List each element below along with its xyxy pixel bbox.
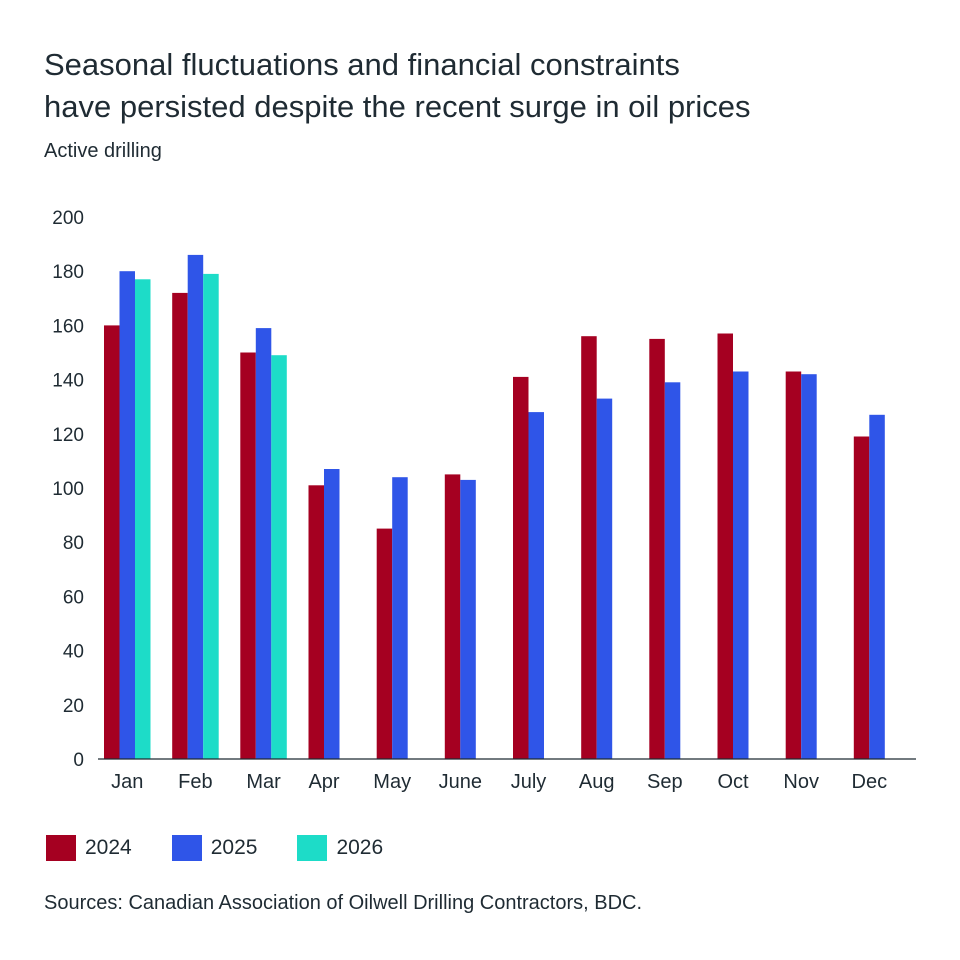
y-tick-label: 60 xyxy=(63,587,84,608)
y-tick-label: 140 xyxy=(52,371,84,392)
x-tick-label: Jan xyxy=(111,771,143,793)
bar-2025-feb xyxy=(187,254,204,759)
bar-2025-apr xyxy=(324,469,340,759)
bar-2025-aug xyxy=(596,398,613,759)
y-tick-label: 100 xyxy=(52,479,84,500)
bar-2024-sep xyxy=(649,338,665,759)
bar-2024-apr xyxy=(308,485,324,759)
bar-2024-oct xyxy=(717,333,733,759)
bar-2024-aug xyxy=(581,336,597,759)
legend-swatch xyxy=(297,835,328,861)
legend-item-2026: 2026 xyxy=(297,835,383,861)
bars xyxy=(104,254,885,759)
source-note: Sources: Canadian Association of Oilwell… xyxy=(44,892,643,914)
chart-title-line-2: have persisted despite the recent surge … xyxy=(44,89,751,124)
legend-label: 2026 xyxy=(336,836,384,859)
bar-2025-nov xyxy=(801,374,817,759)
bar-2025-sep xyxy=(664,382,681,759)
bar-2024-jan xyxy=(104,325,120,759)
bar-2025-may xyxy=(392,477,408,759)
x-tick-label: Sep xyxy=(647,771,683,793)
bar-2025-july xyxy=(528,412,544,759)
legend-swatch xyxy=(46,835,76,861)
y-tick-label: 120 xyxy=(52,425,84,446)
y-tick-label: 180 xyxy=(52,262,84,283)
legend-swatch xyxy=(171,835,202,861)
y-tick-label: 200 xyxy=(52,208,84,229)
x-tick-label: Nov xyxy=(783,771,819,793)
y-axis: 0 20 40 60 80 100 120 140 160 180 200 xyxy=(52,208,84,771)
x-tick-label: Feb xyxy=(178,771,212,793)
legend-label: 2024 xyxy=(85,836,132,859)
bar-2025-june xyxy=(460,479,476,759)
bar-2026-jan xyxy=(135,279,151,759)
x-tick-label: May xyxy=(373,771,411,793)
bar-2026-mar xyxy=(271,355,287,759)
y-tick-label: 160 xyxy=(52,316,84,337)
x-axis: Jan Feb Mar Apr May June July Aug Sep Oct Nov Dec xyxy=(111,771,887,793)
legend-label: 2025 xyxy=(210,836,258,859)
legend-item-2025: 2025 xyxy=(171,835,258,861)
chart-subtitle: Active drilling xyxy=(44,140,162,162)
bar-2024-mar xyxy=(240,352,256,759)
bar-2024-feb xyxy=(172,292,188,759)
x-tick-label: Mar xyxy=(246,771,281,793)
x-tick-label: Dec xyxy=(852,771,888,793)
bar-2024-july xyxy=(513,376,529,759)
bar-2024-dec xyxy=(853,436,870,759)
legend: 2024 2025 2026 xyxy=(46,835,423,861)
bar-2025-dec xyxy=(869,414,885,759)
bar-2026-feb xyxy=(203,273,219,759)
legend-item-2024: 2024 xyxy=(46,835,132,861)
y-tick-label: 0 xyxy=(73,750,84,771)
bar-2025-mar xyxy=(255,328,272,759)
x-tick-label: July xyxy=(511,771,547,793)
chart-title: Seasonal fluctuations and financial cons… xyxy=(44,44,924,128)
y-tick-label: 40 xyxy=(63,642,84,663)
x-tick-label: Oct xyxy=(717,771,749,793)
y-tick-label: 20 xyxy=(63,696,84,717)
bar-2025-jan xyxy=(119,271,135,759)
bar-2024-may xyxy=(376,528,393,759)
chart-title-line-1: Seasonal fluctuations and financial cons… xyxy=(44,47,680,82)
y-tick-label: 80 xyxy=(63,533,84,554)
x-tick-label: Aug xyxy=(579,771,615,793)
x-tick-label: June xyxy=(439,771,482,793)
bar-2025-oct xyxy=(733,371,749,759)
bar-2024-nov xyxy=(785,371,802,759)
bar-2024-june xyxy=(444,474,461,759)
x-tick-label: Apr xyxy=(308,771,339,793)
